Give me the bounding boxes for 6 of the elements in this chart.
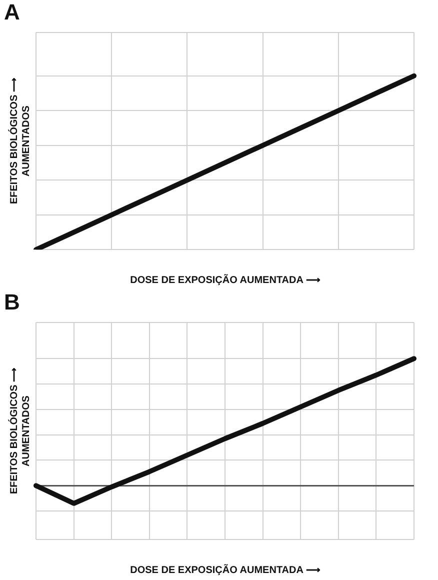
x-axis-title: DOSE DE EXPOSIÇÃO AUMENTADA ⟶ <box>130 564 321 576</box>
chart-title: B <box>4 289 20 314</box>
y-axis-title: EFEITOS BIOLÓGICOS ⟶ AUMENTADOS <box>8 76 32 204</box>
x-axis-title: DOSE DE EXPOSIÇÃO AUMENTADA ⟶ <box>130 274 321 286</box>
y-axis-title: EFEITOS BIOLÓGICOS ⟶ AUMENTADOS <box>8 366 32 494</box>
chart-title: A <box>4 0 20 24</box>
